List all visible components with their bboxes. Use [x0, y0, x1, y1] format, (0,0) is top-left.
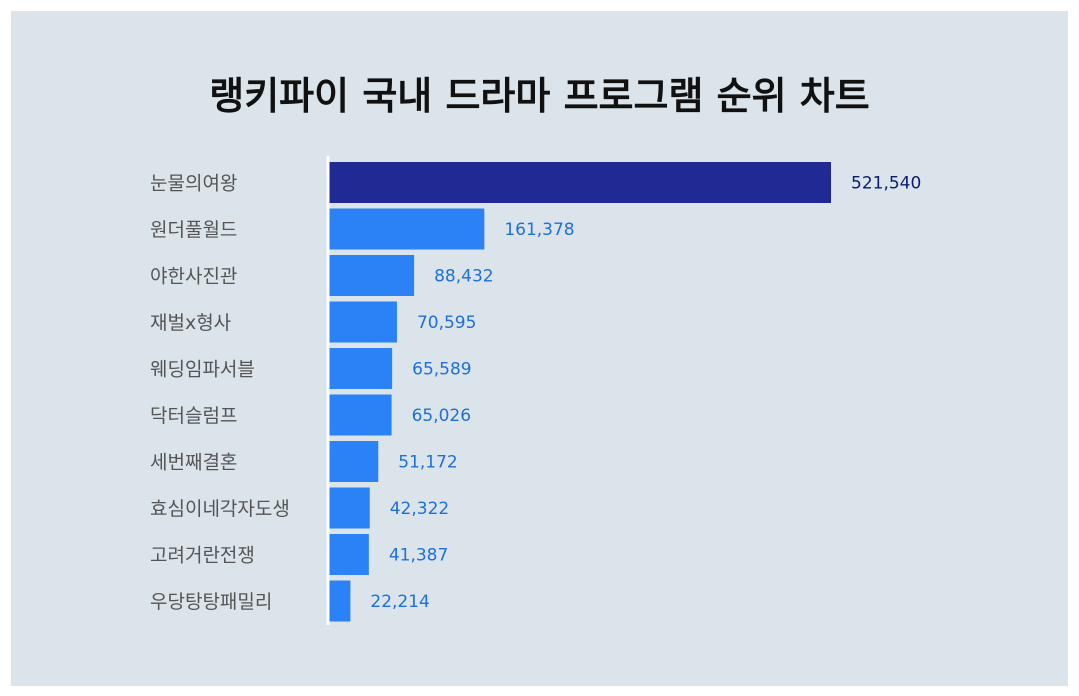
bar-10 [329, 580, 351, 622]
value-label: 70,595 [417, 313, 476, 333]
category-label: 효심이네각자도생 [150, 498, 290, 520]
bar-5 [329, 348, 393, 389]
category-label: 우당탕탕패밀리 [150, 591, 272, 613]
bar-8 [329, 487, 370, 529]
chart-background [11, 11, 1068, 686]
chart-title: 랭키파이 국내 드라마 프로그램 순위 차트 [209, 74, 870, 118]
category-label: 눈물의여왕 [150, 173, 237, 195]
value-label: 42,322 [390, 499, 449, 519]
bar-4 [329, 301, 397, 343]
category-label: 닥터슬럼프 [150, 405, 237, 427]
category-label: 고려거란전쟁 [150, 545, 255, 567]
category-label: 야한사진관 [150, 266, 237, 288]
category-label: 재벌x형사 [150, 312, 231, 334]
value-label: 521,540 [851, 174, 921, 194]
value-label: 22,214 [370, 592, 429, 612]
bar-7 [329, 441, 379, 482]
value-label: 161,378 [504, 220, 574, 240]
bar-2 [329, 208, 485, 250]
value-label: 65,026 [412, 406, 471, 426]
category-label: 원더풀월드 [150, 219, 237, 241]
value-label: 65,589 [412, 360, 471, 380]
category-label: 웨딩임파서블 [150, 359, 255, 381]
bar-6 [329, 394, 392, 436]
bar-3 [329, 255, 415, 296]
value-label: 41,387 [389, 546, 448, 566]
value-label: 88,432 [434, 267, 493, 287]
value-label: 51,172 [398, 453, 457, 473]
bar-9 [329, 534, 369, 575]
bar-1 [329, 162, 831, 203]
category-label: 세번째결혼 [150, 452, 237, 474]
